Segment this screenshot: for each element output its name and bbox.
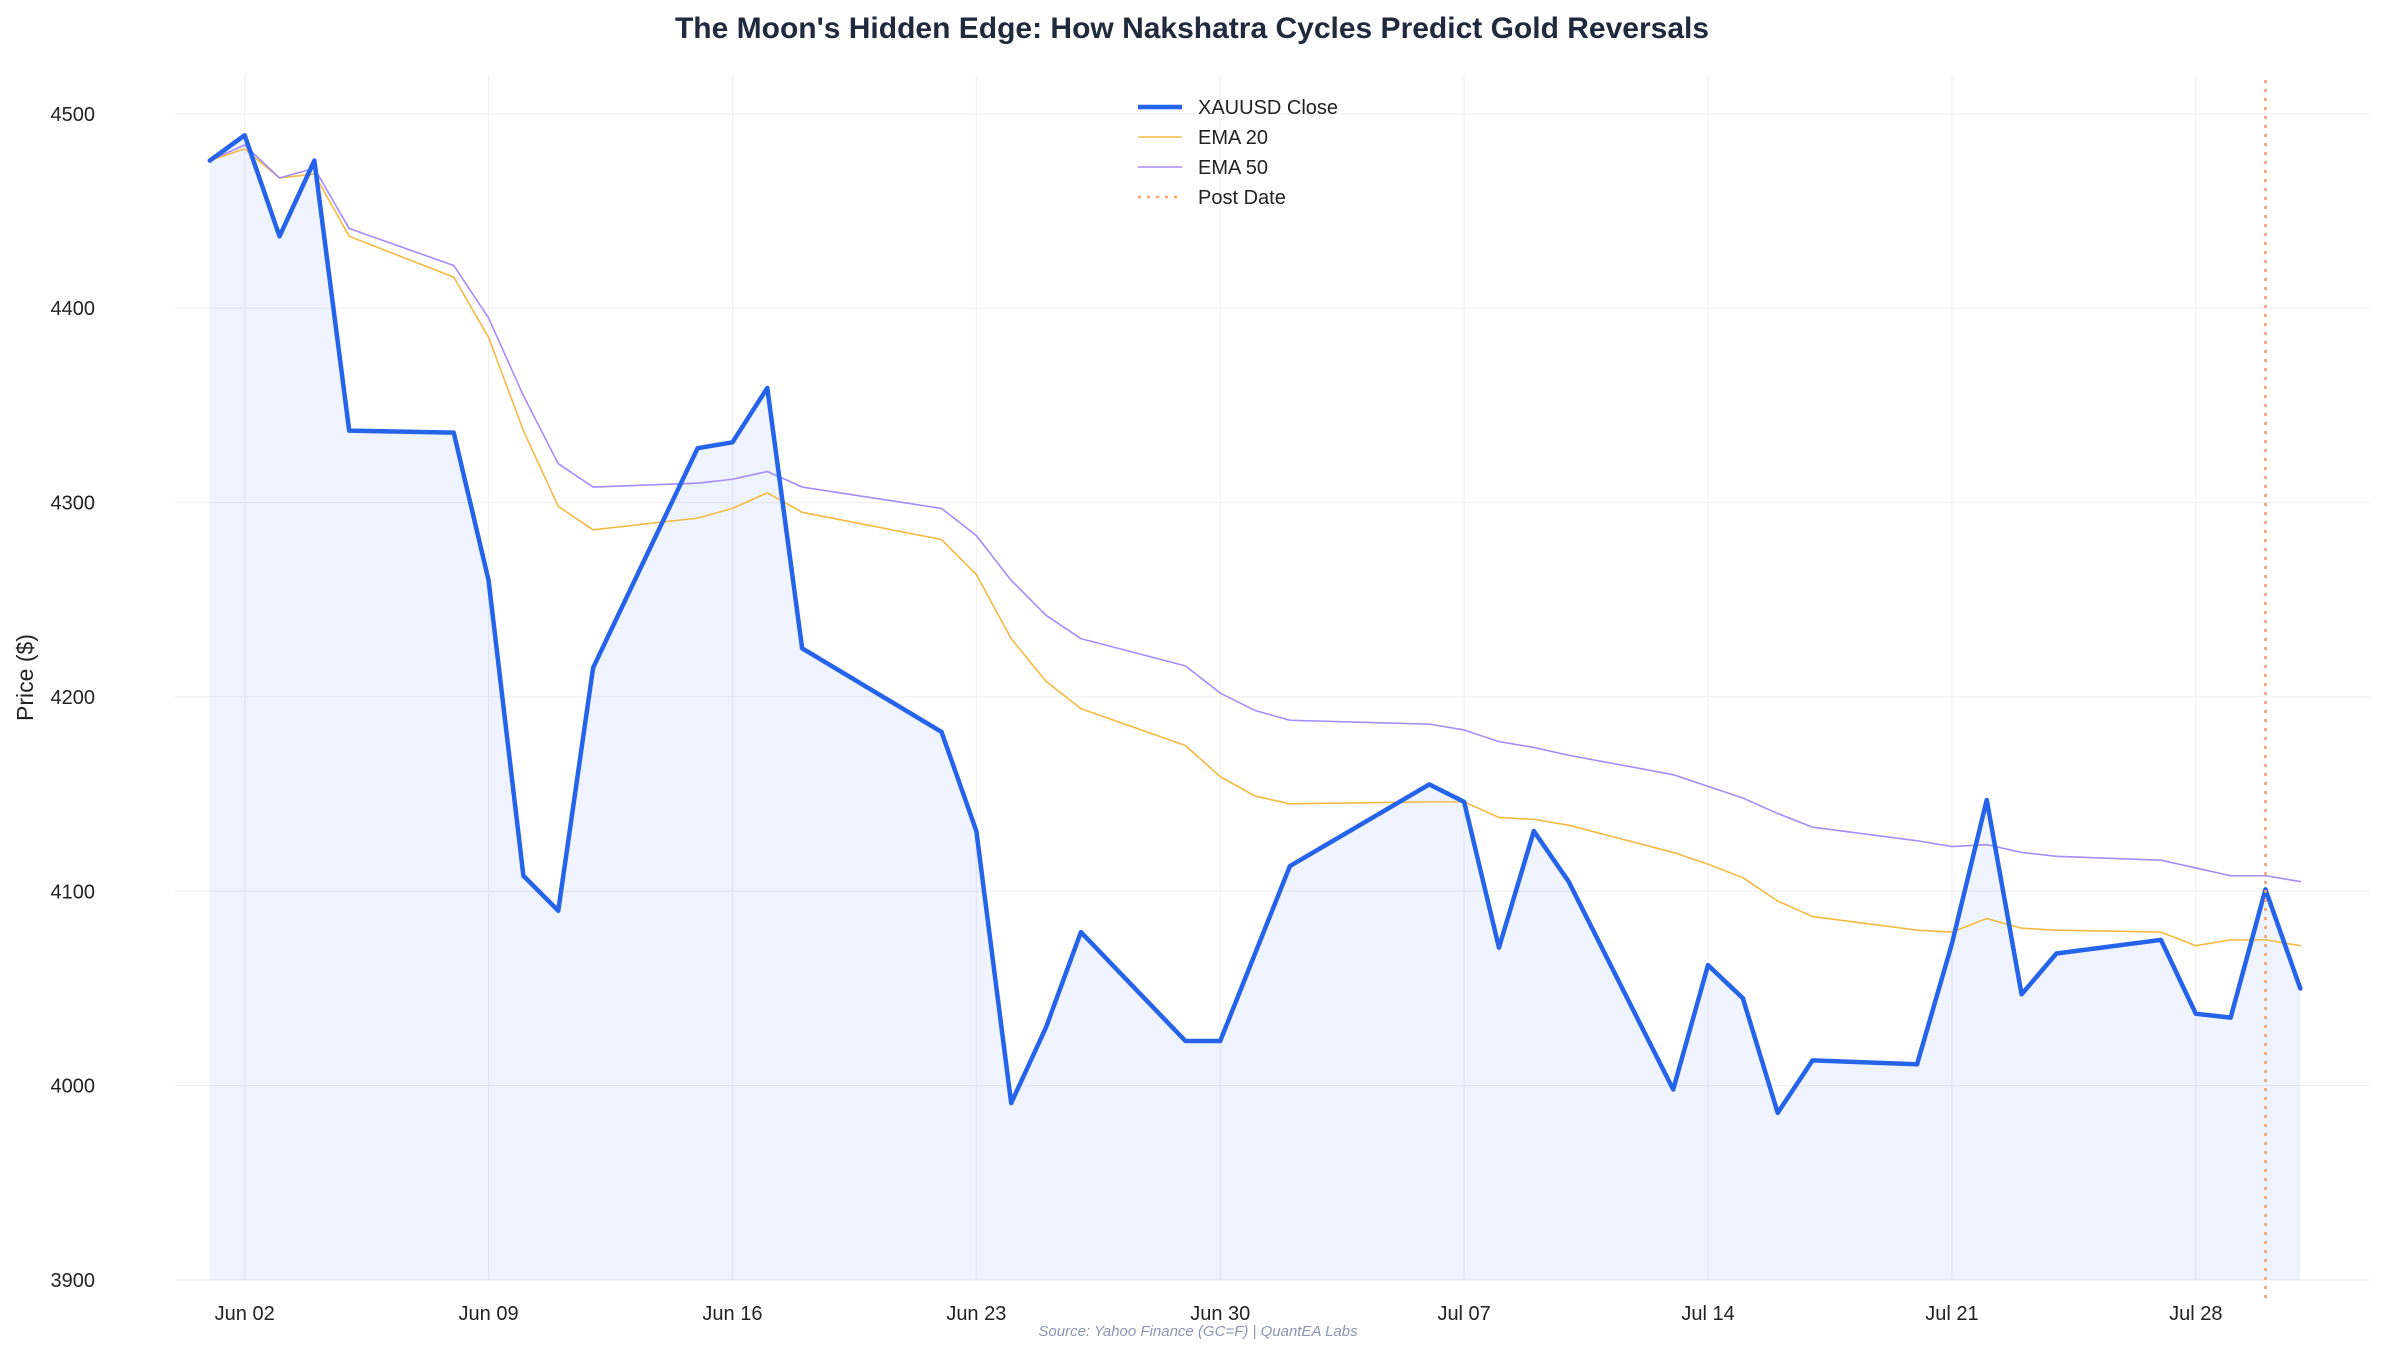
legend-label-ema-50: EMA 50: [1198, 157, 1268, 179]
y-tick-label-4300: 4300: [51, 493, 96, 515]
x-tick-label-2025-07-14: Jul 14: [1681, 1303, 1734, 1325]
series-line-ema-20: [209, 148, 2302, 947]
source-note: Source: Yahoo Finance (GC=F) | QuantEA L…: [1038, 1323, 1358, 1340]
y-axis-ticks: 3900 4000 4100 4200 4300 4400 4500: [51, 104, 96, 1292]
x-axis-ticks: Jun 02 Jun 09 Jun 16 Jun 23 Jun 30 Jul 07 Jul …: [215, 1303, 2223, 1325]
x-tick-label-2025-07-21: Jul 21: [1925, 1303, 1978, 1325]
y-tick-label-4200: 4200: [51, 687, 96, 709]
y-axis-label: Price ($): [12, 634, 38, 721]
chart-title: The Moon's Hidden Edge: How Nakshatra Cy…: [675, 12, 1709, 45]
close-area: [209, 135, 2301, 1280]
x-tick-label-2025-06-16: Jun 16: [702, 1303, 762, 1325]
series-line-ema-50: [209, 144, 2302, 883]
legend: XAUUSD Close EMA 20 EMA 50 Post Date: [1138, 97, 1338, 209]
x-tick-label-2025-07-07: Jul 07: [1437, 1303, 1490, 1325]
y-tick-label-4400: 4400: [51, 298, 96, 320]
grid-lines: [175, 75, 2370, 1281]
x-tick-label-2025-07-28: Jul 28: [2169, 1303, 2222, 1325]
x-tick-label-2025-06-02: Jun 02: [215, 1303, 275, 1325]
y-tick-label-4000: 4000: [51, 1076, 96, 1098]
x-tick-label-2025-06-23: Jun 23: [946, 1303, 1006, 1325]
x-tick-label-2025-06-30: Jun 30: [1190, 1303, 1250, 1325]
x-tick-label-2025-06-09: Jun 09: [459, 1303, 519, 1325]
y-tick-label-3900: 3900: [51, 1270, 96, 1292]
y-tick-label-4100: 4100: [51, 881, 96, 903]
y-tick-label-4500: 4500: [51, 104, 96, 126]
close-area-fill: [209, 135, 2301, 1280]
legend-label-post-date: Post Date: [1198, 187, 1286, 209]
legend-label-ema-20: EMA 20: [1198, 127, 1268, 149]
legend-label-xauusd-close: XAUUSD Close: [1198, 97, 1338, 119]
series-line-xauusd-close: [207, 133, 2303, 1116]
series-lines: [207, 133, 2303, 1116]
